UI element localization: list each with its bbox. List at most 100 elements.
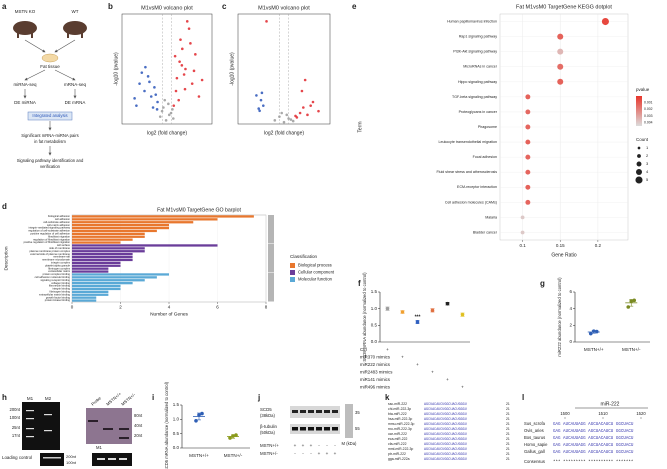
point xyxy=(140,71,144,74)
bar xyxy=(72,287,121,291)
bar xyxy=(72,276,157,279)
y-tick-label: 0 xyxy=(569,339,572,344)
y-tick-label: Hippo signaling pathway xyxy=(458,80,497,84)
y-tick-label: plasma membrane protein complex xyxy=(29,249,70,253)
y-tick-label: regulation of cell-substrate adhesion xyxy=(28,229,70,233)
bar xyxy=(72,290,109,293)
gel-image xyxy=(22,402,60,450)
point xyxy=(197,95,201,98)
bar xyxy=(72,221,194,224)
bar xyxy=(72,238,133,241)
label: cfa-miR-222 xyxy=(388,442,407,446)
pig-leg xyxy=(81,33,83,38)
dot xyxy=(525,184,531,190)
blot-band xyxy=(324,410,330,413)
label: 1500 xyxy=(560,411,570,416)
gel-band xyxy=(119,428,129,430)
point xyxy=(153,86,156,89)
legend-label: 3 xyxy=(646,161,649,166)
label: Loading control xyxy=(2,455,32,460)
label: 21 xyxy=(506,412,510,416)
significance: *** xyxy=(415,314,421,320)
y-tick-label: growth factor binding xyxy=(46,295,71,299)
x-tick-label: 0.2 xyxy=(595,243,602,248)
blot-band xyxy=(316,410,322,413)
label: AGCUACAUCUGGCUACUGGGU xyxy=(424,403,467,407)
label: ptr-miR-222 xyxy=(388,452,406,456)
y-tick-label: protein kinase binding xyxy=(45,298,71,302)
point xyxy=(187,27,191,30)
y-tick-label: 4 xyxy=(569,306,572,311)
blot xyxy=(290,406,340,418)
label: - xyxy=(334,443,336,448)
y-tick-label: extracellular matrix binding xyxy=(39,292,70,296)
point xyxy=(632,298,637,303)
facet-strip xyxy=(268,273,274,302)
label: in fat metabolism xyxy=(34,139,66,144)
label: 200nt xyxy=(66,454,77,459)
y-tick-label: Human papillomavirus infection xyxy=(447,19,497,23)
label: - xyxy=(302,451,304,456)
label: DE mRNA xyxy=(65,100,86,105)
y-tick-label: 1.5 xyxy=(371,289,378,294)
label: 17nt xyxy=(12,433,21,438)
point xyxy=(430,308,435,313)
y-tick-label: Cell adhesion molecules (CAMs) xyxy=(445,200,497,204)
label: 21 xyxy=(506,417,510,421)
point xyxy=(287,117,290,120)
bar xyxy=(72,255,133,259)
label: AGCUACAUCUGGCUACUGGGU xyxy=(424,408,467,412)
gel-band xyxy=(103,428,113,430)
point xyxy=(298,111,302,115)
gel-band xyxy=(26,428,34,430)
y-tick-label: 0.0 xyxy=(173,445,180,450)
label: MSTN+/- xyxy=(120,392,137,407)
arrow xyxy=(54,69,76,81)
label: hsa-miR-222-3p xyxy=(388,417,412,421)
label: ssc-miR-222 xyxy=(388,402,407,406)
label: 21 xyxy=(506,437,510,441)
x-axis-label: Gene Ratio xyxy=(551,252,577,258)
y-tick-label: ECM-receptor interaction xyxy=(457,185,497,189)
y-tick-label: biological adhesion xyxy=(48,214,71,218)
point xyxy=(591,329,596,333)
point xyxy=(173,54,177,58)
label: M1 xyxy=(96,445,102,450)
pig-icon xyxy=(13,21,37,35)
x-tick-label: 0.1 xyxy=(519,243,526,248)
legend-label: 1 xyxy=(646,145,649,150)
panel-label: e xyxy=(352,2,357,11)
y-axis-label: SCD5 mRNA abundance (normalized to contr… xyxy=(164,381,169,469)
gel-band xyxy=(97,458,105,460)
legend-tick-label: 0.003 xyxy=(644,114,653,118)
point xyxy=(317,109,320,113)
point xyxy=(588,331,593,336)
label: GAG AUCAUUAGG AGCUACAUCU GGCUACU xyxy=(553,430,634,434)
color-bar xyxy=(636,96,642,126)
point xyxy=(415,320,420,324)
y-tick-label: Leukocyte transendothelial migration xyxy=(438,140,497,144)
y-tick-label: protein complex binding xyxy=(43,272,71,276)
label: β-tubulin xyxy=(260,424,277,429)
x-tick-label: 8 xyxy=(265,305,268,310)
point xyxy=(260,91,264,95)
label: + xyxy=(294,443,297,448)
row-label: Ctrl xyxy=(360,347,367,352)
point xyxy=(163,98,167,102)
group-label: WT xyxy=(72,9,79,14)
blot-band xyxy=(292,427,298,431)
pig-leg xyxy=(67,33,69,38)
bar xyxy=(72,279,145,282)
chart-title: M1vsM0 volcano plot xyxy=(258,5,310,11)
y-tick-label: 2 xyxy=(569,323,572,328)
point xyxy=(158,115,162,118)
label: AGCUACAUCUGGCUACUGGGU xyxy=(424,423,467,427)
legend-dot xyxy=(637,146,641,150)
point xyxy=(594,329,599,334)
bar xyxy=(72,250,145,253)
label: 200nt xyxy=(10,407,21,412)
point xyxy=(180,64,184,67)
y-tick-label: integrin complex xyxy=(51,261,71,265)
point xyxy=(178,60,181,63)
chart-title: Fat M1vsM0 TargetGene KEGG dotplot xyxy=(516,4,612,10)
